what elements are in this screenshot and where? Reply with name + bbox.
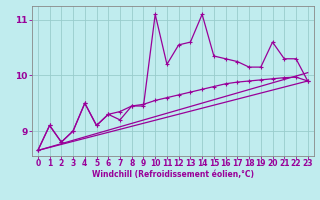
X-axis label: Windchill (Refroidissement éolien,°C): Windchill (Refroidissement éolien,°C) [92,170,254,179]
